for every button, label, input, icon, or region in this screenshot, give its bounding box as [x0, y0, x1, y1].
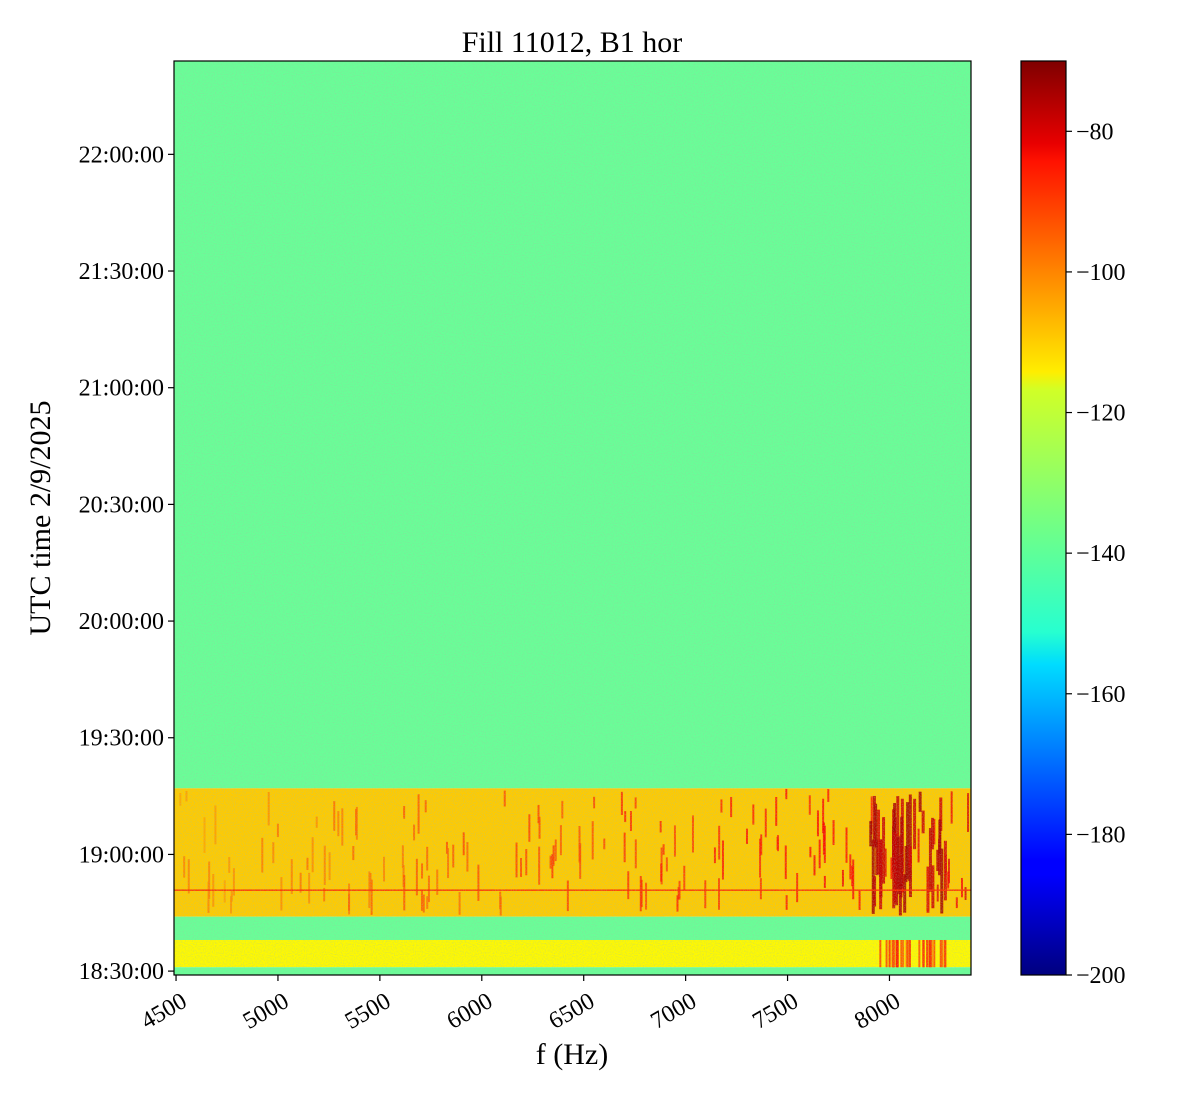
colorbar-tick-label: −180	[1076, 822, 1126, 848]
colorbar	[1020, 60, 1067, 976]
noise-texture	[174, 61, 971, 975]
chart-title: Fill 11012, B1 hor	[462, 26, 683, 59]
colorbar-tick-label: −120	[1076, 401, 1126, 427]
y-tick-label: 20:00:00	[79, 609, 164, 635]
x-tick-label: 8000	[850, 988, 905, 1035]
colorbar-tick-label: −160	[1076, 682, 1126, 708]
y-axis-ticks: 18:30:00 19:00:00 19:30:00 20:00:00 20:30:00…	[79, 142, 174, 985]
y-tick-label: 21:30:00	[79, 259, 164, 285]
y-tick-label: 19:30:00	[79, 726, 164, 752]
y-tick-label: 22:00:00	[79, 142, 164, 168]
x-axis-label: f (Hz)	[536, 1038, 608, 1071]
y-axis-label: UTC time 2/9/2025	[24, 401, 57, 636]
y-tick-label: 18:30:00	[79, 959, 164, 985]
colorbar-ticks: −80 −100 −120 −140 −160 −180 −200	[1066, 119, 1126, 989]
colorbar-tick-label: −80	[1076, 119, 1114, 145]
x-tick-label: 6500	[545, 988, 600, 1035]
plot-frame	[173, 60, 972, 976]
x-tick-label: 7500	[748, 988, 803, 1035]
y-tick-label: 20:30:00	[79, 492, 164, 518]
x-tick-label: 6000	[443, 988, 498, 1035]
colorbar-tick-label: −100	[1076, 260, 1126, 286]
heatmap-area	[174, 61, 971, 975]
x-tick-label: 5500	[341, 988, 396, 1035]
colorbar-tick-label: −200	[1076, 963, 1126, 989]
x-tick-label: 7000	[646, 988, 701, 1035]
y-tick-label: 21:00:00	[79, 376, 164, 402]
x-axis-ticks: 4500 5000 5500 6000 6500 7000 7500 8000	[137, 975, 905, 1035]
x-tick-label: 4500	[137, 988, 192, 1035]
y-tick-label: 19:00:00	[79, 842, 164, 868]
colorbar-tick-label: −140	[1076, 541, 1126, 567]
x-tick-label: 5000	[239, 988, 294, 1035]
